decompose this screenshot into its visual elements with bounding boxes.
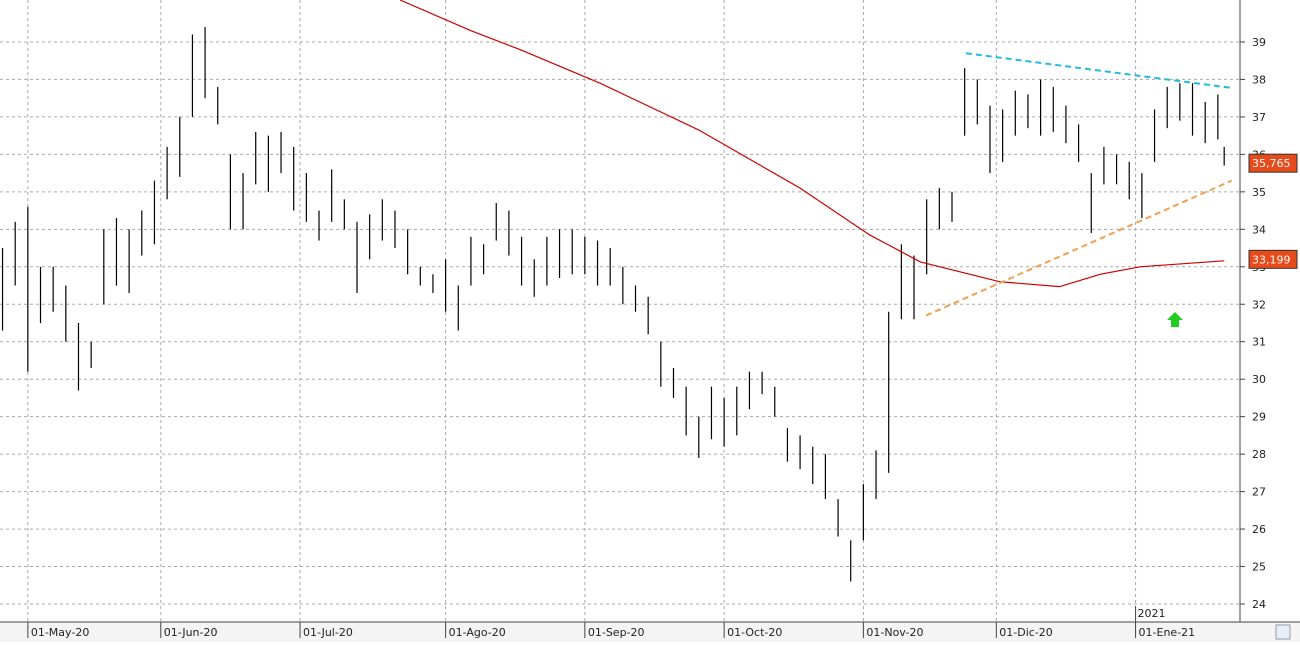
x-tick-label: 01-Oct-20 [727, 626, 782, 639]
x-tick-label: 01-Dic-20 [999, 626, 1053, 639]
x-tick-label: 01-Ago-20 [449, 626, 506, 639]
x-axis-strip [0, 622, 1300, 642]
y-tick-label: 37 [1252, 111, 1266, 124]
y-tick-label: 26 [1252, 523, 1266, 536]
moving-average [399, 0, 1225, 288]
y-tick-label: 34 [1252, 223, 1266, 236]
price-label-box [1248, 153, 1298, 173]
y-tick-label: 24 [1252, 598, 1266, 611]
x-tick-label: 01-Jun-20 [164, 626, 218, 639]
y-tick-label: 30 [1252, 373, 1266, 386]
trendline [925, 179, 1233, 317]
x-tick-label: 01-May-20 [31, 626, 89, 639]
price-label-box [1248, 249, 1298, 269]
y-tick-label: 35 [1252, 186, 1266, 199]
signal-arrow [1167, 312, 1183, 327]
trendline [965, 52, 1234, 90]
year-label: 2021 [1138, 607, 1166, 620]
y-tick-label: 39 [1252, 36, 1266, 49]
price-label: 35,765 [1252, 157, 1291, 170]
y-tick-label: 38 [1252, 73, 1266, 86]
y-tick-label: 25 [1252, 561, 1266, 574]
y-tick-label: 28 [1252, 448, 1266, 461]
price-label: 33,199 [1252, 253, 1291, 266]
x-tick-label: 01-Nov-20 [866, 626, 923, 639]
y-tick-label: 29 [1252, 411, 1266, 424]
y-tick-label: 31 [1252, 336, 1266, 349]
y-tick-label: 27 [1252, 486, 1266, 499]
corner-icon [1275, 624, 1291, 640]
y-tick-label: 32 [1252, 298, 1266, 311]
x-tick-label: 01-Jul-20 [303, 626, 353, 639]
x-tick-label: 01-Ene-21 [1139, 626, 1196, 639]
x-tick-label: 01-Sep-20 [588, 626, 645, 639]
